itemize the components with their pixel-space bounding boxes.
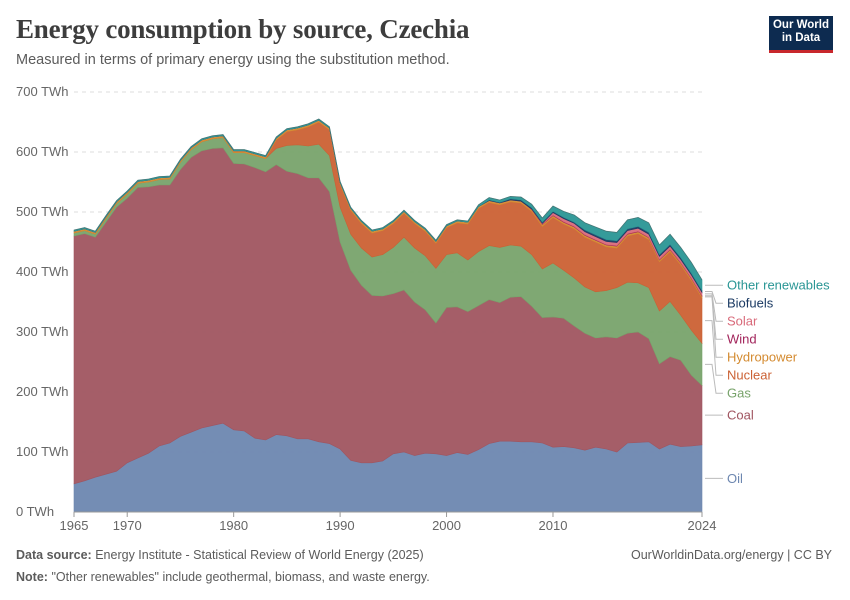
- owid-logo[interactable]: Our World in Data: [769, 16, 833, 53]
- legend-leader-wind: [705, 295, 723, 340]
- legend-leader-hydropower: [705, 296, 723, 358]
- note-label: Note:: [16, 570, 48, 584]
- x-tick-label: 2024: [688, 518, 717, 533]
- legend-label-biofuels[interactable]: Biofuels: [727, 296, 774, 311]
- source-link[interactable]: OurWorldinData.org/energy | CC BY: [630, 548, 832, 562]
- chart-title: Energy consumption by source, Czechia: [16, 14, 470, 44]
- legend-label-nuclear[interactable]: Nuclear: [727, 368, 772, 383]
- data-source-label: Data source:: [16, 548, 92, 562]
- y-tick-label: 700 TWh: [16, 84, 69, 99]
- x-tick-label: 1970: [113, 518, 142, 533]
- y-tick-label: 200 TWh: [16, 384, 69, 399]
- note-text: "Other renewables" include geothermal, b…: [51, 570, 430, 584]
- y-tick-label: 0 TWh: [16, 504, 54, 519]
- x-tick-label: 1990: [326, 518, 355, 533]
- y-tick-label: 100 TWh: [16, 444, 69, 459]
- y-tick-label: 500 TWh: [16, 204, 69, 219]
- chart-note: Note: "Other renewables" include geother…: [16, 570, 430, 584]
- chart-subtitle: Measured in terms of primary energy usin…: [16, 52, 450, 68]
- x-tick-label: 1980: [219, 518, 248, 533]
- y-tick-label: 600 TWh: [16, 144, 69, 159]
- legend-label-hydropower[interactable]: Hydropower: [727, 350, 798, 365]
- legend-label-wind[interactable]: Wind: [727, 332, 757, 347]
- legend-leader-solar: [705, 293, 723, 322]
- legend-label-solar[interactable]: Solar: [727, 314, 758, 329]
- legend-label-gas[interactable]: Gas: [727, 386, 751, 401]
- legend-leader-nuclear: [705, 320, 723, 376]
- y-tick-label: 400 TWh: [16, 264, 69, 279]
- data-source-text: Energy Institute - Statistical Review of…: [95, 548, 424, 562]
- legend-leader-gas: [705, 363, 723, 394]
- legend-label-other-renewables[interactable]: Other renewables: [727, 278, 830, 293]
- legend-label-oil[interactable]: Oil: [727, 471, 743, 486]
- x-tick-label: 1965: [60, 518, 89, 533]
- legend-label-coal[interactable]: Coal: [727, 408, 754, 423]
- x-tick-label: 2010: [539, 518, 568, 533]
- y-tick-label: 300 TWh: [16, 324, 69, 339]
- legend-leader-biofuels: [705, 291, 723, 304]
- stack-outline: [73, 118, 703, 281]
- x-tick-label: 2000: [432, 518, 461, 533]
- logo-line-1: Our World: [772, 19, 829, 31]
- logo-line-2: in Data: [781, 32, 821, 44]
- data-source: Data source: Energy Institute - Statisti…: [16, 548, 424, 562]
